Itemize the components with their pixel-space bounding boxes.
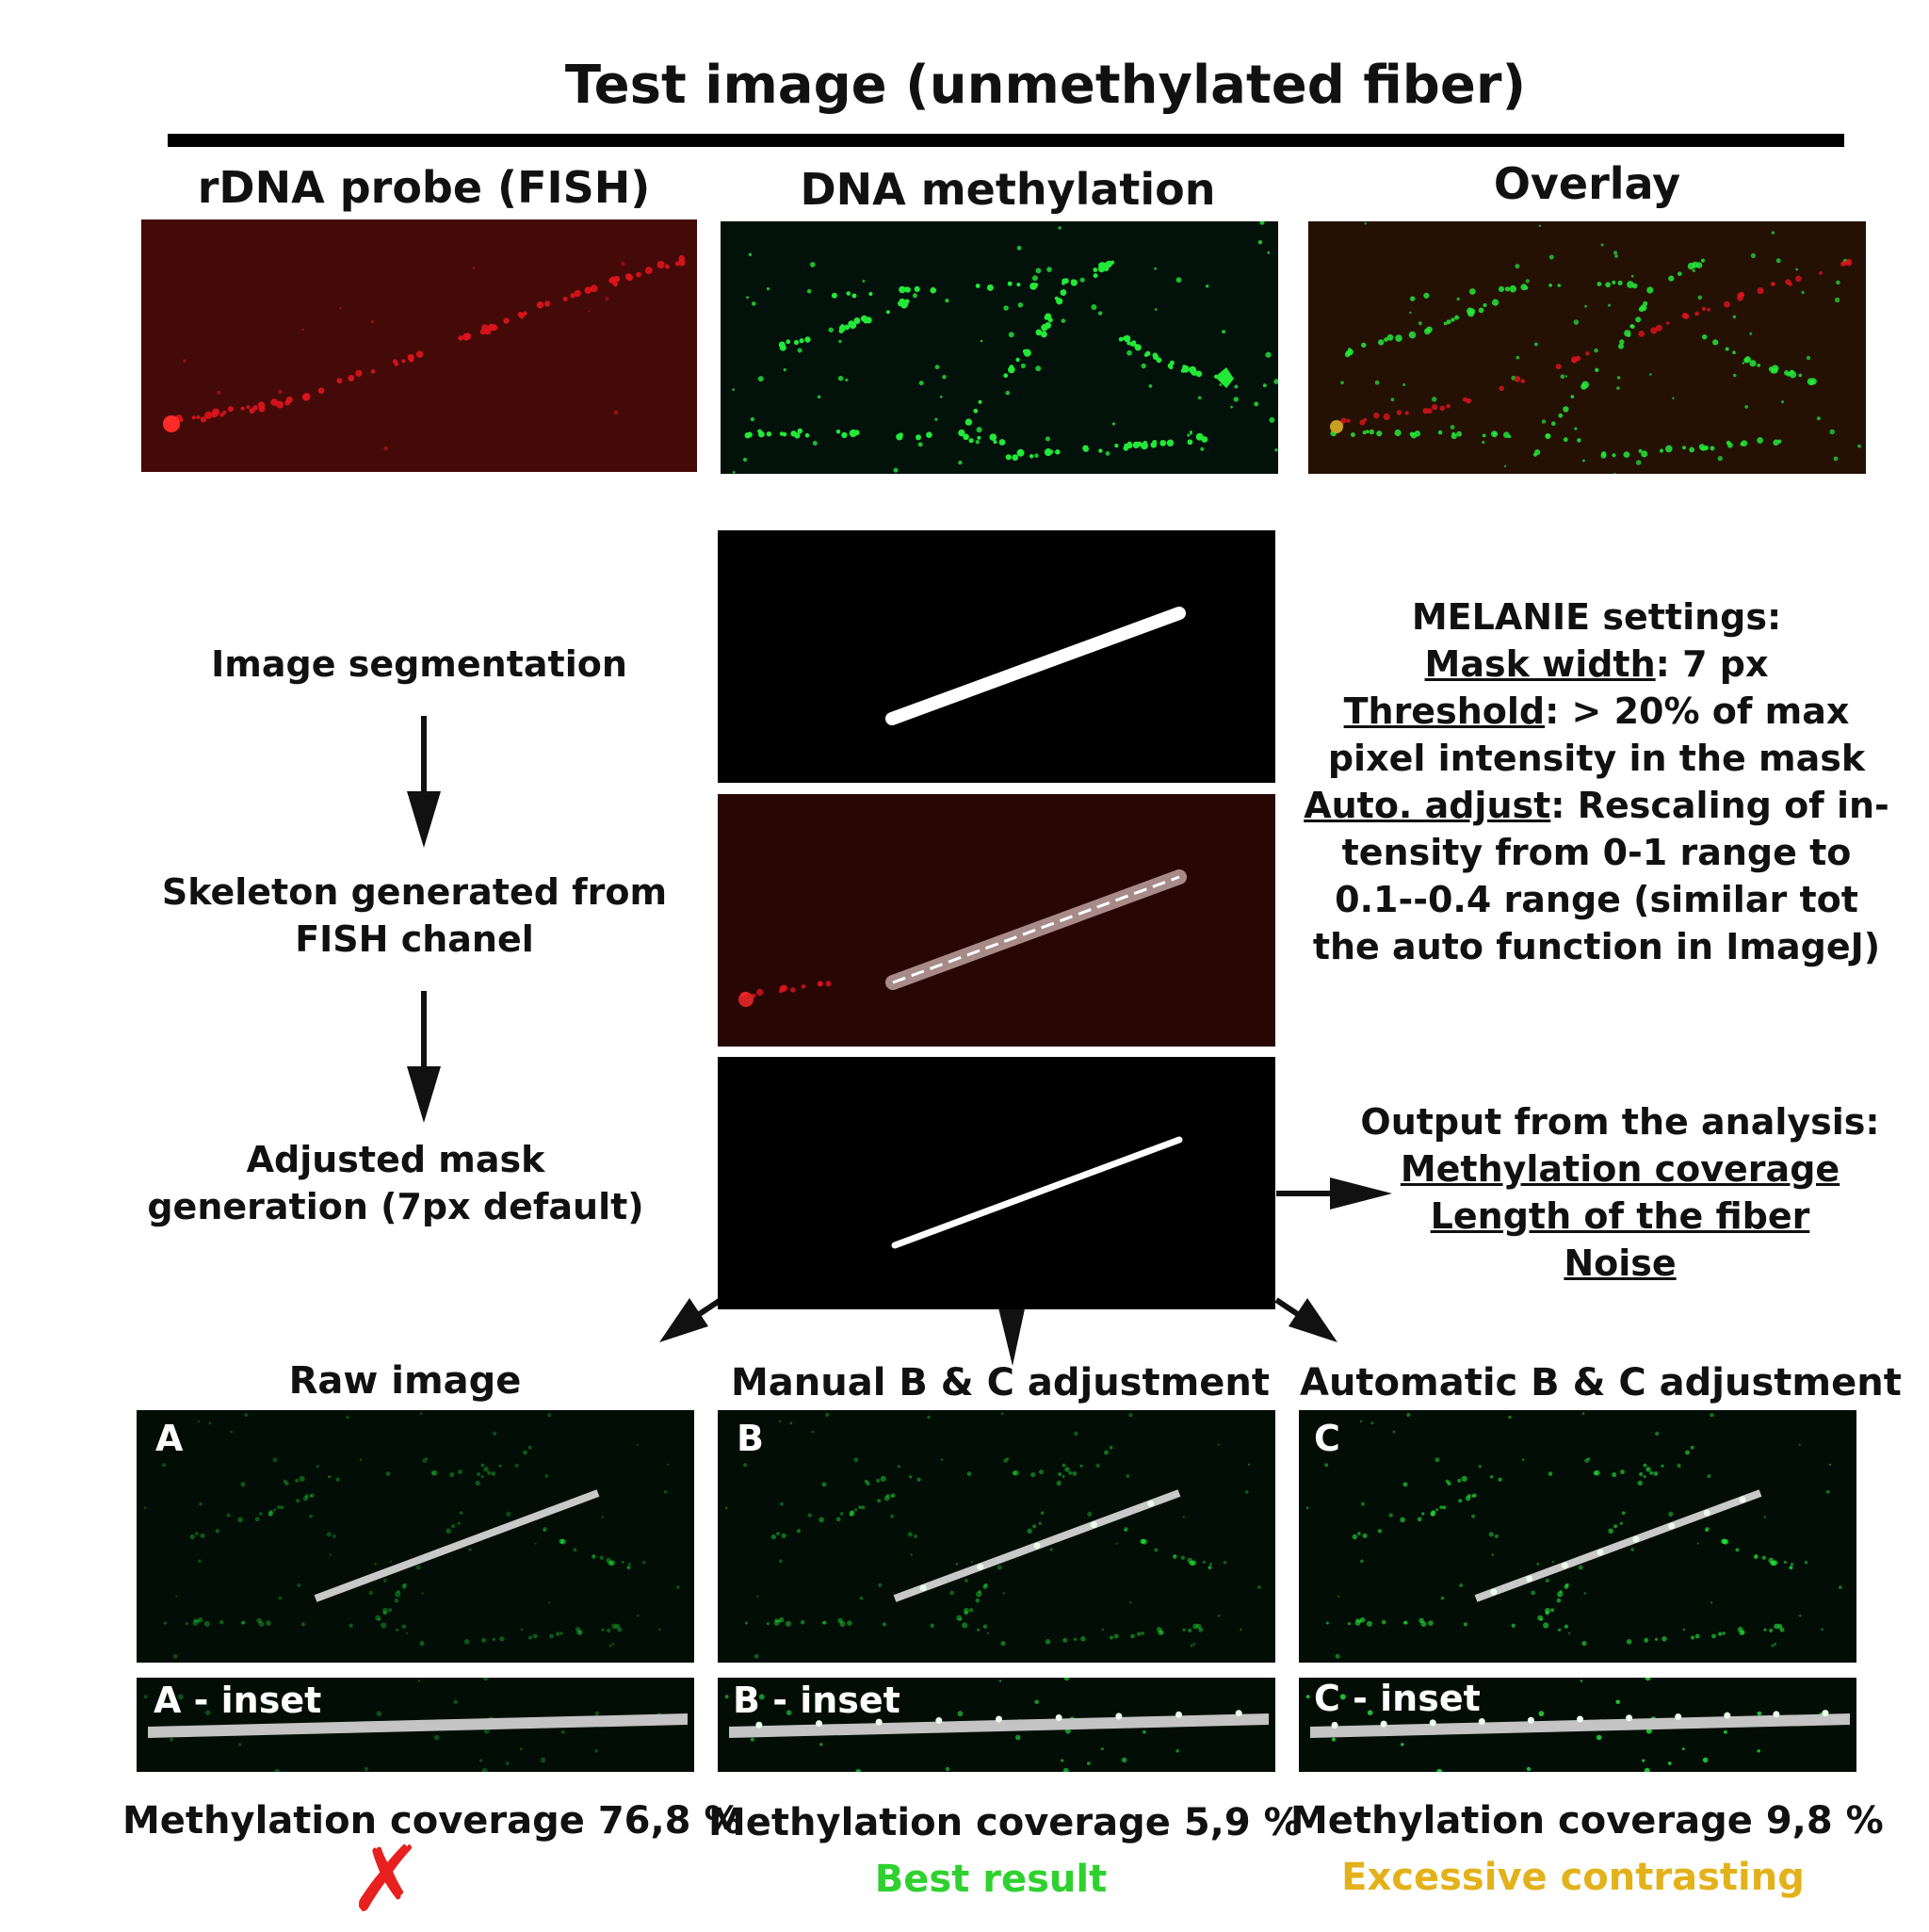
header-fish: rDNA probe (FISH) — [197, 162, 651, 213]
mask-width-label: Mask width — [1424, 643, 1656, 685]
overlay-image — [1308, 221, 1866, 474]
result-a-coverage: Methylation coverage 76,8 % — [122, 1799, 742, 1843]
result-b-coverage: Methylation coverage 5,9 % — [708, 1801, 1302, 1844]
result-c-image: C — [1299, 1410, 1856, 1663]
result-b-inset-label: B - inset — [733, 1680, 900, 1721]
result-b-verdict: Best result — [874, 1858, 1108, 1901]
settings-auto-adjust: Auto. adjust: Rescaling of in-tensity fr… — [1300, 782, 1893, 970]
mask-width-value: : 7 px — [1655, 643, 1769, 685]
melanie-settings: MELANIE settings: Mask width: 7 px Thres… — [1300, 593, 1893, 970]
threshold-label: Threshold — [1343, 690, 1546, 732]
step-image-segmentation: Image segmentation — [211, 643, 627, 685]
result-b-image: B — [718, 1410, 1275, 1663]
title-divider — [168, 134, 1844, 147]
result-a-image: A — [137, 1410, 694, 1663]
adjusted-mask-image — [718, 1057, 1275, 1309]
output-item-noise: Noise — [1564, 1242, 1677, 1284]
threshold-value: : > 20% of max pixel intensity in the ma… — [1327, 690, 1866, 779]
result-a-letter: A — [155, 1418, 184, 1459]
result-a-inset: A - inset — [137, 1678, 694, 1772]
result-c-letter: C — [1314, 1418, 1340, 1459]
result-b-letter: B — [737, 1418, 764, 1459]
auto-adjust-value: : Rescaling of in-tensity from 0-1 range… — [1312, 785, 1889, 967]
segmentation-mask-image — [718, 530, 1275, 783]
skeleton-image — [718, 794, 1275, 1047]
result-c-inset-label: C - inset — [1314, 1678, 1481, 1719]
fish-channel-image — [141, 219, 697, 472]
output-item-coverage: Methylation coverage — [1400, 1148, 1840, 1190]
header-methylation: DNA methylation — [800, 164, 1216, 215]
result-a-inset-label: A - inset — [154, 1680, 322, 1721]
header-overlay: Overlay — [1493, 158, 1681, 209]
output-item-length: Length of the fiber — [1430, 1195, 1810, 1237]
result-b-inset: B - inset — [718, 1678, 1275, 1772]
settings-heading: MELANIE settings: — [1411, 596, 1782, 638]
result-c-inset: C - inset — [1299, 1678, 1856, 1772]
step-mask-generation: Adjusted mask generation (7px default) — [147, 1139, 644, 1227]
result-b-heading: Manual B & C adjustment — [730, 1361, 1271, 1404]
result-c-heading: Automatic B & C adjustment — [1300, 1361, 1902, 1404]
output-heading: Output from the analysis: — [1360, 1101, 1880, 1143]
figure-title: Test image (unmethylated fiber) — [564, 55, 1527, 116]
result-a-verdict-icon: ✗ — [348, 1826, 425, 1932]
settings-mask-width: Mask width: 7 px — [1300, 641, 1893, 688]
auto-adjust-label: Auto. adjust — [1304, 785, 1551, 826]
settings-threshold: Threshold: > 20% of max pixel intensity … — [1300, 688, 1893, 782]
result-c-verdict: Excessive contrasting — [1341, 1856, 1805, 1899]
analysis-output: Output from the analysis: Methylation co… — [1356, 1098, 1884, 1287]
methylation-channel-image — [721, 221, 1278, 474]
result-a-heading: Raw image — [288, 1359, 522, 1403]
step-skeleton: Skeleton generated from FISH chanel — [161, 871, 668, 960]
result-c-coverage: Methylation coverage 9,8 % — [1290, 1799, 1884, 1843]
